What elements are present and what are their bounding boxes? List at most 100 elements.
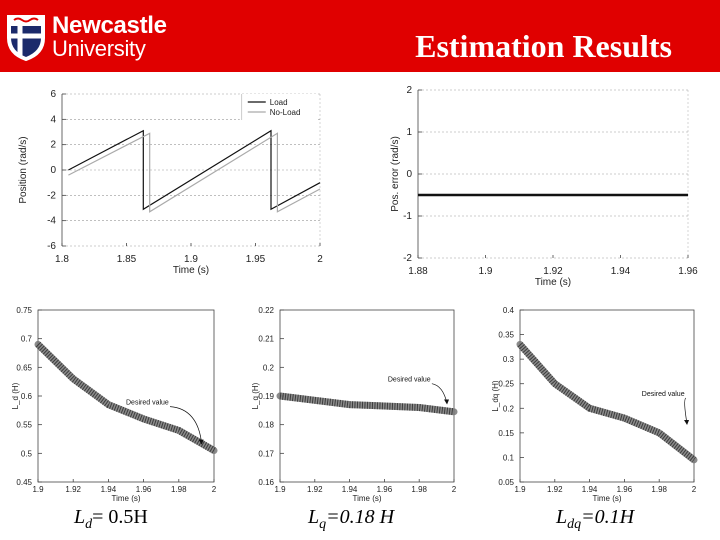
y-tick-label: 0.35 — [498, 331, 514, 340]
legend-box — [239, 94, 318, 120]
y-tick-label: 0.17 — [258, 449, 274, 458]
y-tick-label: 0.1 — [503, 453, 515, 462]
y-tick-label: 2 — [406, 85, 412, 96]
y-axis-label: Pos. error (rad/s) — [390, 136, 401, 212]
x-tick-label: 1.95 — [246, 254, 266, 265]
x-tick-label: 2 — [692, 485, 697, 494]
y-tick-label: 0 — [406, 169, 412, 180]
legend-label: No-Load — [270, 108, 301, 117]
x-tick-label: 1.9 — [479, 266, 493, 277]
logo-line1: Newcastle — [52, 12, 167, 39]
ldq-chart-svg: 0.05 0.1 0.15 0.2 0.25 0.3 0.35 0.4 1.9 1.92 1.94 1… — [491, 306, 698, 503]
y-tick-label: 0.21 — [258, 335, 274, 344]
x-tick-label: 1.96 — [678, 266, 698, 277]
x-tick-label: 1.94 — [582, 485, 598, 494]
shield-icon — [7, 15, 45, 62]
ld-chart-svg: 0.45 0.5 0.55 0.6 0.65 0.7 0.75 1.9 1.92 1.94 1.96… — [11, 306, 218, 503]
x-tick-label: 1.96 — [617, 485, 633, 494]
y-tick-label: -2 — [47, 190, 56, 201]
series-line-no-load — [68, 132, 321, 213]
x-tick-label: 1.94 — [342, 485, 358, 494]
y-axis-label: Position (rad/s) — [18, 136, 29, 203]
x-tick-label: 1.9 — [274, 485, 286, 494]
y-axis-label: L_dq (H) — [491, 380, 500, 411]
chart-position: -6 -4 -2 0 2 4 6 1.8 1.85 1.9 1.95 2 Time (s) Positio… — [10, 82, 330, 287]
y-tick-label: 0.16 — [258, 478, 274, 487]
x-tick-label: 2 — [317, 254, 323, 265]
annotation-label: Desired value — [126, 400, 169, 407]
y-tick-label: 0.3 — [503, 355, 515, 364]
x-tick-label: 1.98 — [651, 485, 667, 494]
annotation-label: Desired value — [642, 391, 685, 398]
x-tick-label: 1.85 — [117, 254, 137, 265]
y-tick-label: -6 — [47, 241, 56, 252]
position-chart-svg: -6 -4 -2 0 2 4 6 1.8 1.85 1.9 1.95 2 Time (s) Positio… — [18, 89, 323, 276]
y-tick-label: 4 — [50, 114, 56, 125]
x-tick-label: 1.92 — [547, 485, 563, 494]
annotation-arrowhead — [684, 419, 690, 425]
y-tick-label: 0.25 — [498, 380, 514, 389]
x-tick-label: 1.98 — [411, 485, 427, 494]
caption-ldq-symbol: L — [556, 506, 568, 528]
caption-lq-symbol: L — [308, 506, 320, 528]
x-tick-label: 1.88 — [408, 266, 428, 277]
series-line — [517, 342, 697, 463]
y-tick-label: 0.18 — [258, 421, 274, 430]
y-tick-label: 0.7 — [21, 335, 33, 344]
y-tick-label: 1 — [406, 127, 412, 138]
chart-ldq: 0.05 0.1 0.15 0.2 0.25 0.3 0.35 0.4 1.9 1.92 1.94 1… — [480, 298, 708, 510]
x-tick-label: 2 — [212, 485, 217, 494]
caption-ld-sub: d — [85, 517, 93, 532]
x-tick-label: 1.96 — [136, 485, 152, 494]
annotation-label: Desired value — [388, 377, 431, 384]
x-axis-label: Time (s) — [352, 494, 381, 503]
caption-ldq-value: =0.1H — [581, 506, 635, 528]
x-tick-label: 1.92 — [307, 485, 323, 494]
university-logo: Newcastle University — [6, 10, 176, 64]
y-tick-label: 0.6 — [21, 392, 33, 401]
x-tick-label: 1.92 — [543, 266, 563, 277]
y-axis-label: L_d (H) — [11, 382, 20, 409]
x-tick-label: 1.8 — [55, 254, 69, 265]
y-tick-label: 0.2 — [263, 363, 275, 372]
caption-ld-value: = 0.5H — [92, 506, 148, 528]
y-tick-label: 0.5 — [21, 449, 33, 458]
plot-frame — [37, 309, 215, 483]
series-line-band — [34, 340, 218, 454]
x-tick-label: 1.94 — [101, 485, 117, 494]
y-tick-label: 2 — [50, 140, 56, 151]
series-line — [279, 392, 455, 416]
header-banner: Newcastle University Estimation Results — [0, 0, 720, 72]
y-tick-label: 0.19 — [258, 392, 274, 401]
annotation-arrowhead — [444, 399, 450, 405]
series-line-band — [516, 340, 698, 464]
x-tick-label: 1.98 — [171, 485, 187, 494]
logo-line2: University — [52, 36, 146, 61]
y-tick-label: 6 — [50, 89, 56, 100]
series-line-band — [276, 392, 458, 416]
caption-lq-value: =0.18 H — [326, 506, 395, 528]
series-line — [35, 341, 216, 454]
caption-ld-symbol: L — [74, 506, 86, 528]
x-tick-label: 2 — [452, 485, 457, 494]
y-tick-label: 0.15 — [498, 429, 514, 438]
series-line-load — [68, 129, 321, 211]
y-tick-label: 0.55 — [16, 421, 32, 430]
caption-lq: Lq=0.18 H — [308, 506, 394, 533]
y-axis-label: L_q (H) — [251, 382, 260, 409]
annotation-arrowhead — [198, 439, 204, 445]
lq-chart-svg: 0.16 0.17 0.18 0.19 0.2 0.21 0.22 1.9 1.92 1.94 1.… — [251, 306, 458, 503]
y-tick-label: 0.45 — [16, 478, 32, 487]
x-axis-label: Time (s) — [535, 277, 571, 287]
x-tick-label: 1.9 — [514, 485, 526, 494]
pos-error-chart-svg: -2 -1 0 1 2 1.88 1.9 1.92 1.94 1.96 Time (s) Pos. e… — [390, 85, 698, 287]
chart-pos-error: -2 -1 0 1 2 1.88 1.9 1.92 1.94 1.96 Time (s) Pos. e… — [382, 82, 702, 287]
annotation-arrow — [169, 406, 203, 444]
y-tick-label: 0 — [50, 165, 56, 176]
caption-ldq-sub: dq — [567, 517, 582, 532]
caption-ldq: Ldq=0.1H — [556, 506, 634, 533]
page-title: Estimation Results — [415, 28, 672, 64]
x-tick-label: 1.9 — [184, 254, 198, 265]
x-tick-label: 1.94 — [611, 266, 631, 277]
y-tick-label: -1 — [403, 211, 412, 222]
